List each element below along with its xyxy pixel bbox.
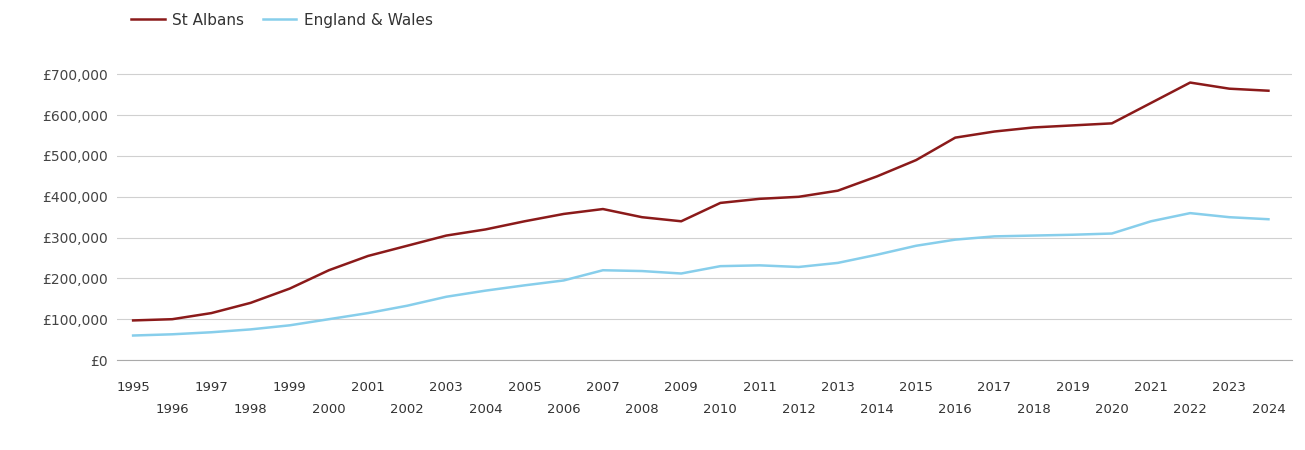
Text: 2023: 2023 <box>1212 382 1246 394</box>
Text: 2007: 2007 <box>586 382 620 394</box>
England & Wales <box>243 327 258 332</box>
Text: 2000: 2000 <box>312 403 346 416</box>
Text: 2019: 2019 <box>1056 382 1090 394</box>
England & Wales <box>987 234 1002 239</box>
Text: 2008: 2008 <box>625 403 659 416</box>
St Albans <box>673 219 689 224</box>
England & Wales <box>478 288 493 293</box>
St Albans <box>752 196 767 202</box>
St Albans <box>282 286 298 291</box>
St Albans <box>791 194 806 199</box>
England & Wales <box>1221 215 1237 220</box>
England & Wales <box>282 323 298 328</box>
England & Wales <box>1104 231 1120 236</box>
St Albans <box>1143 100 1159 106</box>
England & Wales <box>673 271 689 276</box>
Text: 2022: 2022 <box>1173 403 1207 416</box>
Text: 2018: 2018 <box>1017 403 1051 416</box>
Text: 2005: 2005 <box>508 382 542 394</box>
England & Wales <box>752 263 767 268</box>
Text: 2004: 2004 <box>468 403 502 416</box>
St Albans <box>1065 123 1081 128</box>
St Albans <box>243 300 258 306</box>
Text: 2020: 2020 <box>1095 403 1129 416</box>
Text: 2002: 2002 <box>390 403 424 416</box>
Text: 2001: 2001 <box>351 382 385 394</box>
Text: 2016: 2016 <box>938 403 972 416</box>
St Albans <box>947 135 963 140</box>
Text: 2012: 2012 <box>782 403 816 416</box>
St Albans <box>517 219 532 224</box>
Text: 2006: 2006 <box>547 403 581 416</box>
St Albans <box>399 243 415 248</box>
England & Wales <box>713 263 728 269</box>
Text: 2013: 2013 <box>821 382 855 394</box>
St Albans <box>1026 125 1041 130</box>
St Albans <box>125 318 141 323</box>
Text: 2021: 2021 <box>1134 382 1168 394</box>
Text: 1996: 1996 <box>155 403 189 416</box>
Text: 1997: 1997 <box>194 382 228 394</box>
St Albans <box>438 233 454 238</box>
England & Wales <box>1261 216 1276 222</box>
England & Wales <box>1182 211 1198 216</box>
Text: 2011: 2011 <box>743 382 776 394</box>
England & Wales <box>438 294 454 299</box>
St Albans <box>830 188 846 194</box>
St Albans <box>204 310 219 316</box>
St Albans <box>908 158 924 163</box>
England & Wales <box>595 268 611 273</box>
St Albans <box>713 200 728 206</box>
Line: St Albans: St Albans <box>133 82 1268 320</box>
Text: 2003: 2003 <box>429 382 463 394</box>
St Albans <box>164 316 180 322</box>
England & Wales <box>1143 219 1159 224</box>
St Albans <box>987 129 1002 134</box>
Line: England & Wales: England & Wales <box>133 213 1268 336</box>
St Albans <box>595 207 611 212</box>
Legend: St Albans, England & Wales: St Albans, England & Wales <box>125 7 440 34</box>
St Albans <box>556 211 572 216</box>
St Albans <box>1261 88 1276 94</box>
St Albans <box>360 253 376 259</box>
England & Wales <box>791 264 806 270</box>
Text: 2010: 2010 <box>703 403 737 416</box>
England & Wales <box>947 237 963 243</box>
St Albans <box>478 227 493 232</box>
Text: 2014: 2014 <box>860 403 894 416</box>
England & Wales <box>556 278 572 283</box>
Text: 1998: 1998 <box>234 403 268 416</box>
England & Wales <box>634 268 650 274</box>
England & Wales <box>1026 233 1041 238</box>
Text: 1999: 1999 <box>273 382 307 394</box>
England & Wales <box>125 333 141 338</box>
St Albans <box>869 174 885 179</box>
Text: 2024: 2024 <box>1251 403 1285 416</box>
Text: 1995: 1995 <box>116 382 150 394</box>
St Albans <box>634 215 650 220</box>
England & Wales <box>204 329 219 335</box>
St Albans <box>1182 80 1198 85</box>
St Albans <box>321 268 337 273</box>
England & Wales <box>360 310 376 316</box>
England & Wales <box>869 252 885 257</box>
England & Wales <box>321 316 337 322</box>
Text: 2017: 2017 <box>977 382 1011 394</box>
St Albans <box>1104 121 1120 126</box>
England & Wales <box>908 243 924 248</box>
Text: 2009: 2009 <box>664 382 698 394</box>
England & Wales <box>1065 232 1081 238</box>
England & Wales <box>399 303 415 308</box>
Text: 2015: 2015 <box>899 382 933 394</box>
England & Wales <box>517 283 532 288</box>
England & Wales <box>830 260 846 265</box>
England & Wales <box>164 332 180 337</box>
St Albans <box>1221 86 1237 91</box>
